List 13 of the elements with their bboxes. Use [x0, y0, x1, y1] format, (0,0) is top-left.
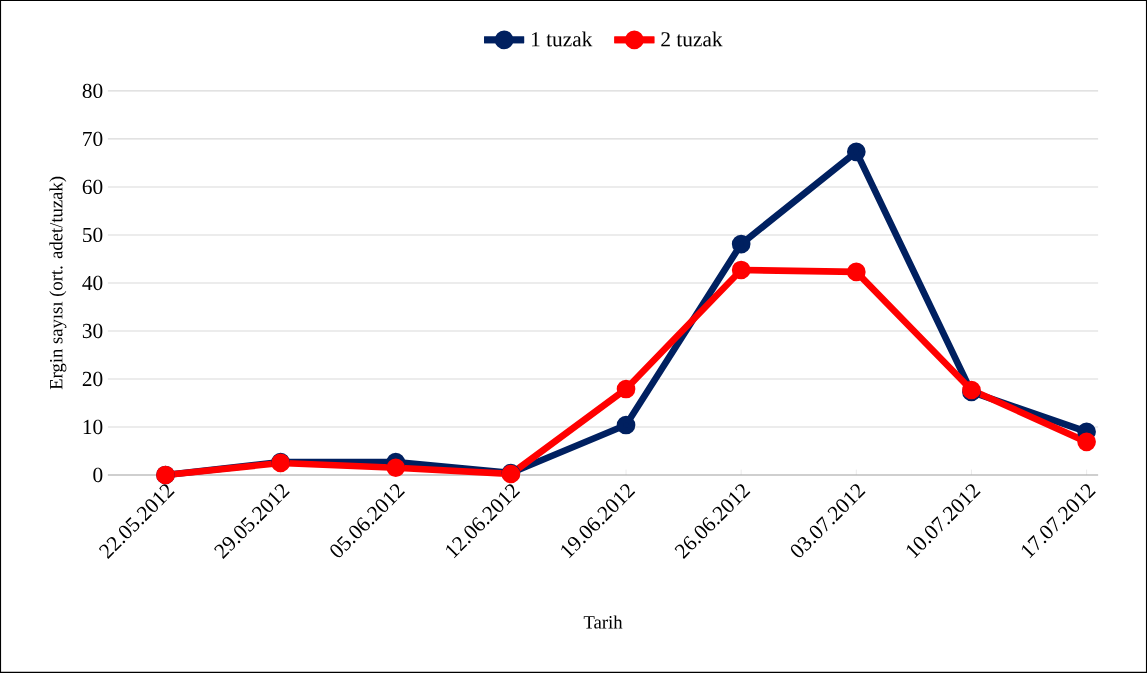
y-tick-label: 30	[82, 323, 103, 339]
y-tick-label: 50	[83, 227, 103, 243]
legend-label: 2 tuzak	[661, 31, 723, 47]
y-axis-title: Ergin sayısı (ort. adet/tuzak)	[49, 176, 67, 390]
y-tick-label: 0	[93, 467, 103, 483]
y-tick-label: 60	[82, 179, 103, 195]
y-tick-label: 40	[82, 275, 103, 291]
y-tick-label: 70	[83, 131, 103, 147]
legend-label: 1 tuzak	[532, 31, 593, 47]
x-axis-title: Tarih	[583, 615, 623, 629]
y-tick-label: 20	[82, 371, 103, 387]
y-tick-label: 80	[82, 83, 103, 99]
y-tick-label: 10	[83, 419, 103, 435]
